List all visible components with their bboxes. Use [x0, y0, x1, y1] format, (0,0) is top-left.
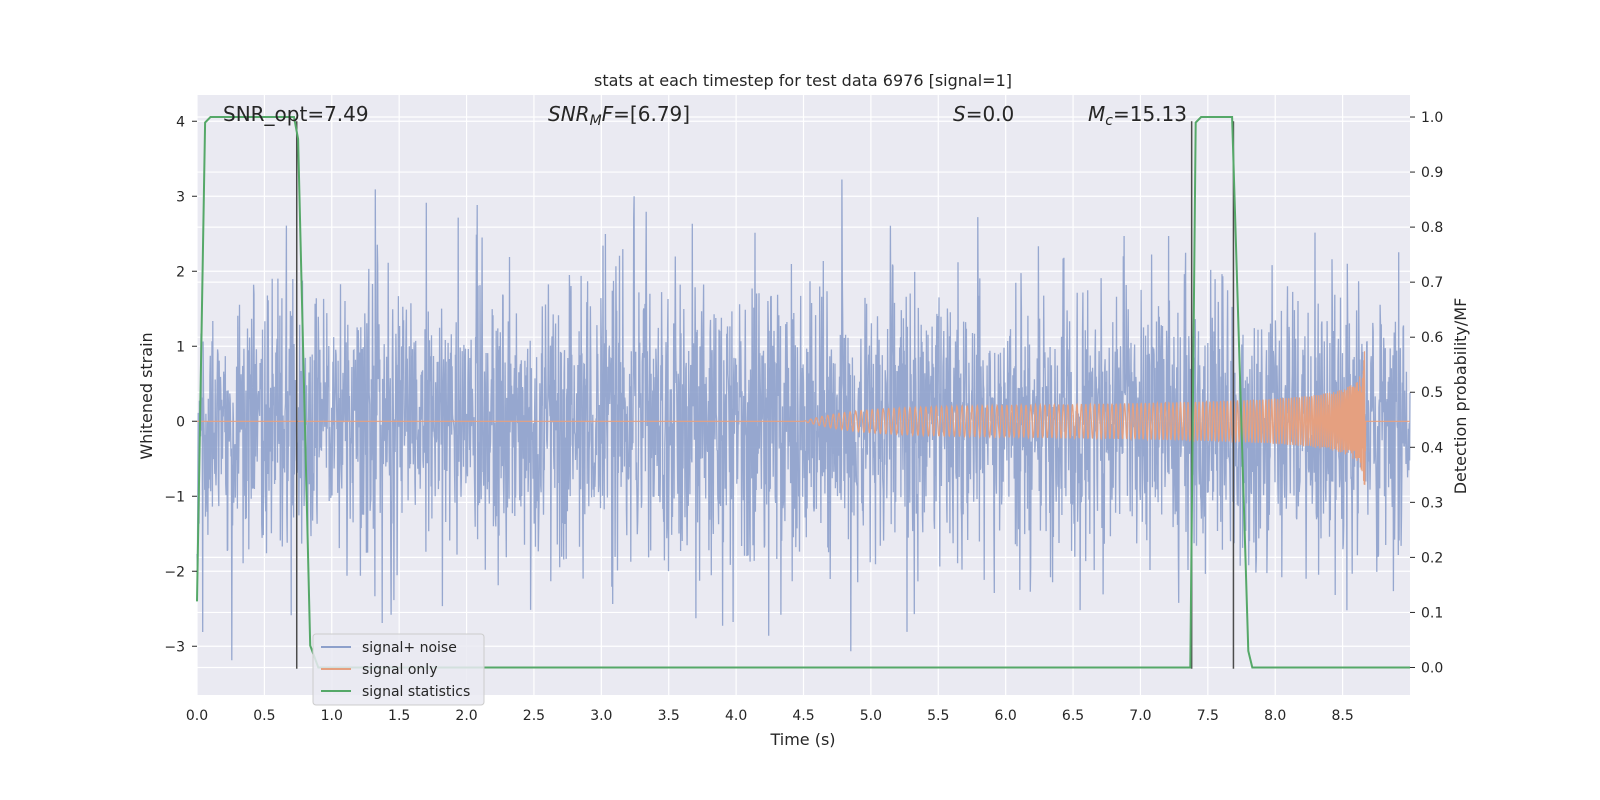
y-tick-labels: 4 3 2 1 0 −1 −2 −3 — [164, 114, 197, 655]
x-tick-label: 6.5 — [1062, 708, 1084, 724]
x-tick-label: 8.0 — [1264, 708, 1286, 724]
y-right-tick-label: 0.7 — [1421, 275, 1443, 291]
s-symbol: S — [953, 102, 966, 126]
y-right-tick-label: 1.0 — [1421, 110, 1443, 126]
legend-label-signal-only: signal only — [362, 662, 437, 678]
x-tick-label: 7.0 — [1129, 708, 1151, 724]
y-tick-label: −2 — [164, 564, 185, 580]
legend-box — [312, 633, 485, 706]
y-right-tick-labels: 1.0 0.9 0.8 0.7 0.6 0.5 0.4 0.3 0.2 0.1 0.0 — [1410, 110, 1443, 676]
x-axis-label: Time (s) — [769, 730, 835, 749]
annotation-s: S=0.0 — [953, 102, 1014, 126]
y-right-tick-label: 0.2 — [1421, 550, 1443, 566]
annotation-snr-mf: SNRMF=[6.79] — [548, 102, 690, 129]
y-right-tick-label: 0.6 — [1421, 330, 1443, 346]
x-tick-label: 7.5 — [1197, 708, 1219, 724]
x-tick-label: 8.5 — [1331, 708, 1353, 724]
x-tick-label: 0.5 — [253, 708, 275, 724]
x-tick-label: 0.0 — [186, 708, 208, 724]
series-signal-statistics-line — [196, 116, 1410, 669]
x-tick-labels: 0.0 0.5 1.0 1.5 2.0 2.5 3.0 3.5 4.0 4.5 5.0 5.5 6.0 6… — [186, 708, 1354, 724]
chart-title: stats at each timestep for test data 697… — [594, 71, 1012, 90]
y-right-tick-label: 0.1 — [1421, 605, 1443, 621]
y-right-tick-label: 0.0 — [1421, 660, 1443, 676]
y-right-tick-label: 0.4 — [1421, 440, 1443, 456]
mc-subscript: c — [1105, 113, 1113, 129]
x-tick-label: 2.5 — [523, 708, 545, 724]
annotation-mc: Mc=15.13 — [1088, 102, 1187, 129]
annotation-snr-opt: SNR_opt=7.49 — [223, 102, 369, 126]
snr-mf-subscript: M — [590, 113, 602, 129]
series-signal-only-line — [197, 351, 1410, 485]
s-value: =0.0 — [966, 102, 1015, 126]
snr-mf-symbol: SNR — [548, 102, 590, 126]
y-tick-label: 0 — [176, 414, 185, 430]
y-tick-label: 4 — [176, 114, 185, 130]
series-layer — [196, 116, 1411, 669]
y-right-tick-label: 0.8 — [1421, 220, 1443, 236]
x-tick-label: 4.0 — [725, 708, 747, 724]
y-tick-label: −3 — [164, 639, 185, 655]
y-right-tick-label: 0.5 — [1421, 385, 1443, 401]
y-right-tick-label: 0.9 — [1421, 165, 1443, 181]
snr-mf-symbol-2: F — [602, 102, 614, 126]
mc-symbol: M — [1088, 102, 1105, 126]
series-signal-noise-line — [196, 179, 1411, 661]
legend: signal+ noise signal only signal statist… — [312, 633, 485, 706]
y-right-tick-label: 0.3 — [1421, 495, 1443, 511]
y-tick-label: −1 — [164, 489, 185, 505]
x-tick-label: 3.5 — [658, 708, 680, 724]
legend-label-signal-statistics: signal statistics — [362, 684, 470, 700]
mc-value: =15.13 — [1113, 102, 1187, 126]
x-tick-label: 1.5 — [388, 708, 410, 724]
x-tick-label: 4.5 — [792, 708, 814, 724]
y-right-axis-label: Detection probability/MF — [1451, 298, 1470, 495]
legend-label-signal-noise: signal+ noise — [362, 640, 457, 656]
x-tick-label: 1.0 — [321, 708, 343, 724]
y-axis-label: Whitened strain — [137, 332, 156, 459]
x-tick-label: 5.0 — [860, 708, 882, 724]
y-tick-label: 1 — [176, 339, 185, 355]
y-tick-label: 3 — [176, 189, 185, 205]
y-tick-label: 2 — [176, 264, 185, 280]
x-tick-label: 5.5 — [927, 708, 949, 724]
snr-mf-value: =[6.79] — [613, 102, 690, 126]
x-tick-label: 3.0 — [590, 708, 612, 724]
x-tick-label: 2.0 — [455, 708, 477, 724]
x-tick-label: 6.0 — [995, 708, 1017, 724]
